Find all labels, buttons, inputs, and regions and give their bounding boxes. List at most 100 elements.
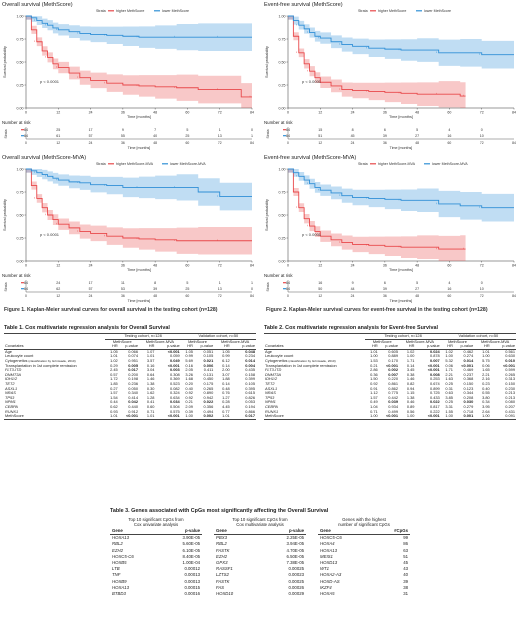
table-row: LTB 0.00012 [110,566,202,572]
table-row: Age 1.01 0.605 1.02 0.024 1.02 0.462 1.01 0.561 [264,349,516,354]
table-row: RBL2 3.94E-05 [214,541,306,547]
table-row: MethScore 1.00 <0.001 1.00 <0.001 1.00 0.001 1.… [264,413,516,420]
p-value: 0.253 [429,376,440,382]
p-value: 0.368 [463,376,474,382]
p-value: 0.265 [505,371,515,377]
p-value: 0.230 [505,385,515,391]
risk-count: 6 [384,128,386,132]
p-value: 0.008 [429,371,440,377]
y-tick-label: 0.00 [279,259,286,263]
table-row: TET2 0.92 0.861 0.82 0.674 0.25 0.150 0.23 0.150 [264,381,516,387]
p-value: 0.207 [505,403,515,409]
p-value: 0.718 [463,408,474,414]
p-value: 0.395 [245,385,255,391]
gene-name: PBX3 [216,535,227,541]
covariate-name: FLT3-ITD [265,367,282,373]
hr-value: 0.06 [482,362,490,368]
table-3-grid-multivariate: Gene p-value PBX3 2.25E-05 RBL2 3.94E-05 FAST… [214,528,306,597]
x-tick-label: 60 [447,111,451,115]
risk-count: 57 [89,134,93,138]
covariate-name: Transplantation in 1st complete remissio… [5,362,77,368]
confidence-band-lower [26,169,252,211]
covariate-name: Cytogenetics (classification by Grimwade… [5,357,76,363]
p-value: 0.005 [128,362,139,368]
p-value: 0.274 [463,353,474,359]
confidence-band-lower [288,16,514,69]
x-tick-label: 48 [415,264,419,268]
hr-value: 0.60 [146,403,155,409]
x-tick-label: 36 [383,111,387,115]
y-tick-label: 1.00 [279,167,286,171]
x-tick-label: 48 [415,111,419,115]
gene-name: HOXA13 [320,547,337,553]
risk-x-tick-label: 24 [351,141,355,145]
table-row: EZH2 6.50E-05 [214,554,306,560]
covariate-name: IDH1/2 [5,376,18,382]
y-tick-label: 0.75 [279,37,286,41]
p-value: 0.074 [128,353,139,359]
table-row: Transplantation in 1st complete remissio… [4,362,256,369]
hr-value: 0.21 [370,362,378,368]
risk-count: 45 [351,134,355,138]
gene-value: 40 [403,572,408,578]
x-tick-label: 84 [512,264,516,268]
p-value: 0.431 [505,408,515,414]
p-value: 0.866 [245,408,255,414]
hr-value: 1.07 [146,348,155,354]
table-row: HOXA4 86 [318,541,410,547]
table-3-groups: Top 10 significant CpGs from Cox univari… [110,517,410,597]
p-value: 0.411 [203,367,214,373]
survival-curve-lower [288,168,514,209]
risk-x-tick-label: 84 [250,294,254,298]
risk-count: 39 [383,134,387,138]
risk-count: 53 [121,287,125,291]
table-row: PBX3 2.25E-05 [214,535,306,542]
table-row: TNF 0.00013 [110,572,202,578]
p-value: 0.002 [193,413,215,420]
risk-count: 44 [351,287,355,291]
p-value: 0.022 [429,399,440,405]
risk-table-row-label: Strata [266,129,270,138]
gene-value: 5.60E-05 [182,541,200,547]
y-tick-label: 0.25 [17,83,24,87]
gene-name: FASTK [216,578,230,584]
hr-value: 1.72 [110,376,118,382]
gene-value: 8.40E-05 [182,553,200,559]
table-row: HOXC5-C6 8.40E-05 [110,554,202,560]
risk-x-axis-label: Time [months] [128,146,151,150]
risk-table-row-label: Strata [4,282,8,291]
hr-value: 1.50 [370,376,378,382]
hr-value: 0.46 [406,399,415,405]
survival-curve-higher [288,168,466,250]
gene-value: 99 [403,535,408,541]
risk-x-tick-label: 72 [480,294,484,298]
p-value: 0.440 [128,403,139,409]
table-row: HOXA2-A3 40 [318,572,410,578]
hr-value: 2.16 [482,376,490,382]
y-tick-label: 0.75 [17,37,24,41]
hr-value: 1.04 [370,403,378,409]
table-row: HOXB9 0.00013 [110,579,202,585]
survival-curve-lower [288,15,514,56]
legend-title: Strata [96,162,106,166]
table-2-title: Table 2. Cox multivariate regression ana… [264,325,438,331]
table-2-score2-val: MethScore-MVA [480,338,510,344]
p-value: 0.082 [169,385,180,391]
table-row: FLT3-ITD 2.45 0.017 3.04 0.003 2.05 0.411 2.00 0… [4,368,256,373]
km-panel-os-methscore-mva: Overall survival (MethScore-MVA) Strata hi… [0,153,258,303]
hr-value: 1.38 [146,380,155,386]
table-row: DNMT3A 0.57 0.200 0.64 0.308 3.26 0.131 3.07 0.1… [4,372,256,378]
risk-count: 51 [318,134,322,138]
risk-x-tick-label: 12 [56,294,60,298]
hr-value: 0.77 [222,408,230,414]
table-2-score1-val: MethScore [448,338,467,344]
p-value: 0.105 [203,353,214,359]
risk-x-tick-label: 60 [186,141,190,145]
y-tick-label: 0.75 [279,190,286,194]
group-header-line2: Cox univariate analysis [133,522,179,527]
risk-x-tick-label: 72 [218,294,222,298]
x-axis-label: Time [months] [389,268,413,272]
gene-name: LZTS2 [216,572,229,578]
risk-x-tick-label: 60 [448,294,452,298]
legend-label: higher MethScore [116,9,144,13]
